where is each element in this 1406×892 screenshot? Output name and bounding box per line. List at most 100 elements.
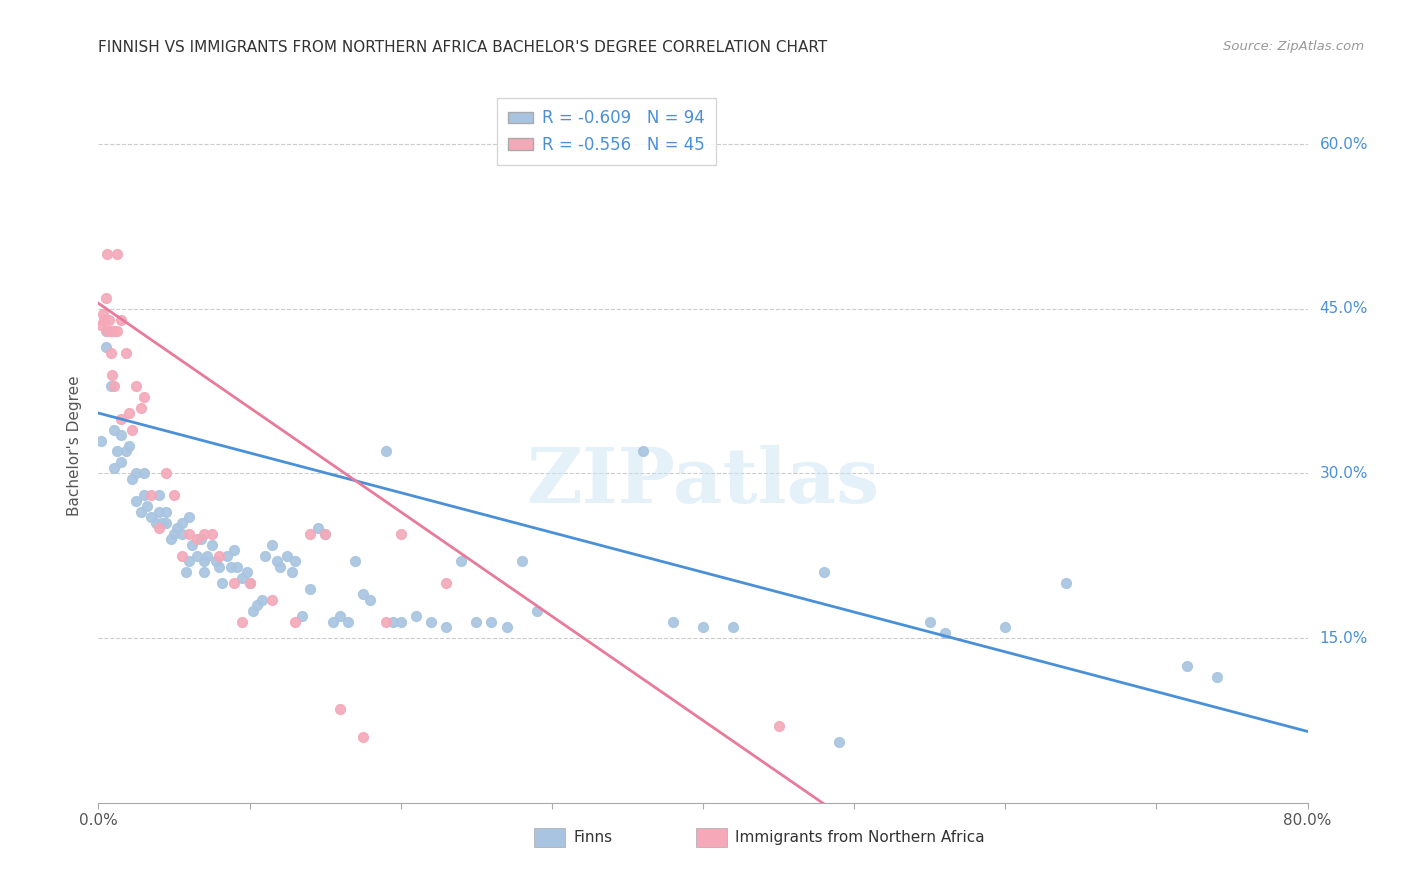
Point [170,526,193,541]
Point [118,406,141,420]
Point [90,318,112,333]
Point [1054,576,1077,591]
Point [96,324,118,338]
Point [177,510,201,524]
Point [110,312,132,326]
Text: Source: ZipAtlas.com: Source: ZipAtlas.com [1223,40,1364,54]
Point [242,604,264,618]
Point [170,549,193,563]
Point [90,434,112,448]
Point [121,423,143,437]
Legend: R = -0.609   N = 94, R = -0.556   N = 45: R = -0.609 N = 94, R = -0.556 N = 45 [496,97,716,165]
Point [125,467,148,481]
Point [389,615,412,629]
Point [110,411,132,425]
Point [692,620,714,634]
Point [918,615,941,629]
Point [434,620,457,634]
Point [141,510,163,524]
Point [94,324,117,338]
Point [526,604,548,618]
Point [250,592,273,607]
Point [276,549,298,563]
Point [307,521,329,535]
Point [177,526,201,541]
Point [101,368,124,382]
Point [103,378,125,392]
Point [281,566,304,580]
Point [253,549,276,563]
Point [148,521,170,535]
Point [186,533,208,547]
Point [155,516,177,530]
Point [114,444,136,458]
Point [352,730,374,744]
Point [94,291,117,305]
Point [994,620,1017,634]
Point [329,609,352,624]
Point [374,444,396,458]
Point [768,719,790,733]
Point [215,549,238,563]
Point [221,559,243,574]
Point [510,554,533,568]
Point [450,554,472,568]
Point [166,521,188,535]
Point [211,576,233,591]
Text: ZIPatlas: ZIPatlas [526,445,880,518]
Point [266,554,288,568]
Point [239,576,262,591]
Point [224,543,246,558]
Point [110,428,132,442]
Point [132,390,155,404]
Point [118,439,141,453]
Point [129,505,152,519]
Point [631,444,654,458]
Point [103,423,125,437]
Point [205,554,228,568]
Point [100,324,122,338]
Point [246,598,269,612]
Point [201,526,224,541]
Point [103,461,125,475]
Point [190,533,212,547]
Point [352,587,374,601]
Point [148,488,170,502]
Point [269,559,291,574]
Point [481,615,503,629]
Point [163,526,186,541]
Point [419,615,441,629]
Point [96,247,118,261]
Point [193,554,215,568]
Text: 15.0%: 15.0% [1320,631,1368,646]
Point [262,592,284,607]
Point [155,505,177,519]
Point [495,620,517,634]
Point [186,549,208,563]
Point [94,340,117,354]
Point [231,615,253,629]
Point [125,378,148,392]
Point [360,592,382,607]
Text: 30.0%: 30.0% [1320,466,1368,481]
Point [125,494,148,508]
Point [98,312,121,326]
Point [114,345,136,359]
Point [105,247,128,261]
Point [193,566,215,580]
Point [110,455,132,469]
Point [208,549,231,563]
Point [284,615,307,629]
Point [105,324,128,338]
Point [174,566,197,580]
Point [132,488,155,502]
Point [934,625,956,640]
Point [141,488,163,502]
Point [405,609,427,624]
Point [235,566,257,580]
Y-axis label: Bachelor's Degree: Bachelor's Degree [67,376,83,516]
Point [382,615,405,629]
Point [129,401,152,415]
Point [150,516,173,530]
Point [91,307,114,321]
